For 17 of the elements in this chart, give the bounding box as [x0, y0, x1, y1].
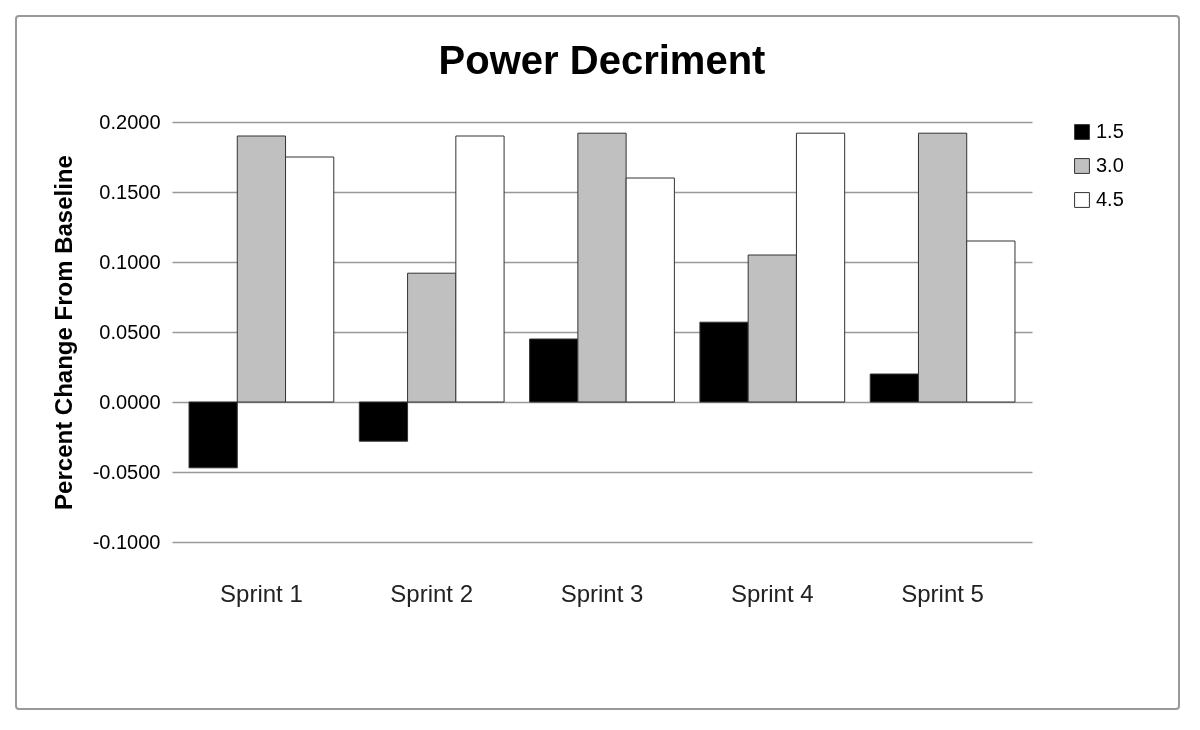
legend-label: 4.5: [1096, 188, 1124, 210]
y-tick-label: 0.0000: [99, 390, 161, 413]
legend-label: 1.5: [1096, 120, 1124, 142]
y-tick-label: -0.1000: [92, 530, 161, 553]
y-tick-label: -0.0500: [92, 460, 161, 483]
y-axis-title: Percent Change From Baseline: [49, 155, 77, 510]
x-tick-label: Sprint 3: [560, 579, 644, 607]
y-tick-label: 0.2000: [99, 110, 161, 133]
x-tick-label: Sprint 1: [220, 579, 303, 607]
x-tick-label: Sprint 5: [901, 579, 984, 607]
y-tick-label: 0.1500: [99, 180, 161, 203]
y-tick-label: 0.1000: [99, 250, 161, 273]
x-tick-label: Sprint 4: [730, 579, 814, 607]
x-tick-label: Sprint 2: [390, 579, 474, 607]
chart-title: Power Decriment: [438, 38, 766, 82]
legend-label: 3.0: [1096, 154, 1124, 176]
y-tick-label: 0.0500: [99, 320, 161, 343]
